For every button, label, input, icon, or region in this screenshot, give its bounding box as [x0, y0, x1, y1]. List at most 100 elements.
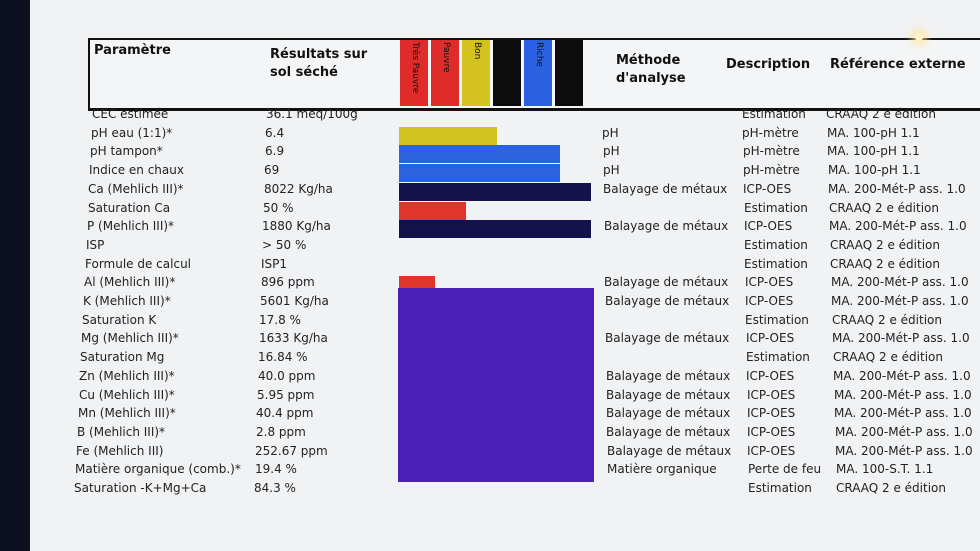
row-method: Balayage de métaux	[607, 444, 732, 458]
row-param: pH tampon*	[90, 144, 163, 158]
header-resultats-line1: Résultats sur	[270, 47, 368, 62]
row-description: ICP-OES	[747, 444, 796, 458]
scale-label: Pauvre	[441, 42, 451, 73]
row-reference: MA. 200-Mét-P ass. 1.0	[831, 275, 969, 289]
row-reference: MA. 200-Mét-P ass. 1.0	[834, 388, 972, 402]
row-param: Saturation -K+Mg+Ca	[74, 481, 207, 495]
row-result: 896 ppm	[261, 275, 315, 289]
row-result: 1880 Kg/ha	[262, 219, 331, 233]
row-reference: MA. 100-pH 1.1	[827, 126, 920, 140]
row-method: pH	[603, 144, 620, 158]
row-method: pH	[603, 163, 620, 177]
row-reference: CRAAQ 2 e édition	[829, 201, 939, 215]
scale-column-4: Riche	[524, 40, 552, 106]
row-result: 40.4 ppm	[256, 406, 314, 420]
row-param: ISP	[86, 238, 105, 252]
row-param: Fe (Mehlich III)	[76, 444, 164, 458]
row-method: Balayage de métaux	[606, 425, 731, 439]
row-result: 16.84 %	[258, 350, 308, 364]
row-param: Formule de calcul	[85, 257, 192, 271]
row-param: B (Mehlich III)*	[77, 425, 166, 439]
row-description: ICP-OES	[746, 369, 795, 383]
row-reference: MA. 200-Mét-P ass. 1.0	[835, 444, 973, 458]
row-param: Mg (Mehlich III)*	[81, 331, 179, 345]
level-bar	[399, 127, 497, 145]
row-description: Estimation	[745, 313, 809, 327]
row-method: Matière organique	[607, 462, 717, 476]
row-description: pH-mètre	[743, 144, 800, 158]
row-description: ICP-OES	[745, 294, 794, 308]
row-reference: MA. 200-Mét-P ass. 1.0	[831, 294, 969, 308]
row-description: ICP-OES	[744, 219, 793, 233]
row-result: 69	[264, 163, 280, 177]
row-description: pH-mètre	[742, 126, 799, 140]
scale-label: Bon	[472, 42, 482, 60]
row-description: ICP-OES	[747, 425, 796, 439]
row-param: Ca (Mehlich III)*	[88, 182, 184, 196]
scale-column-3	[493, 40, 521, 106]
header-parametre: Paramètre	[94, 43, 171, 58]
level-bar	[399, 202, 466, 220]
row-description: Estimation	[744, 238, 808, 252]
header-reference: Référence externe	[830, 57, 966, 72]
row-description: ICP-OES	[743, 182, 792, 196]
row-reference: MA. 100-pH 1.1	[827, 144, 920, 158]
row-param: Saturation Ca	[88, 201, 171, 215]
table-header: Paramètre Résultats sur sol séché Très P…	[88, 38, 980, 111]
row-result: 2.8 ppm	[256, 425, 306, 439]
row-method: Balayage de métaux	[606, 369, 731, 383]
row-param: Saturation Mg	[80, 350, 165, 364]
level-bar	[399, 164, 560, 182]
row-param: pH eau (1:1)*	[91, 126, 173, 140]
scale-column-1: Pauvre	[431, 40, 459, 106]
row-method: Balayage de métaux	[606, 388, 731, 402]
row-result: 5601 Kg/ha	[260, 294, 329, 308]
row-param: CEC estimée	[92, 107, 169, 121]
row-param: Matière organique (comb.)*	[75, 462, 241, 476]
row-result: 1633 Kg/ha	[259, 331, 328, 345]
row-param: Mn (Mehlich III)*	[78, 406, 176, 420]
row-param: P (Mehlich III)*	[87, 219, 175, 233]
row-reference: MA. 200-Mét-P ass. 1.0	[832, 331, 970, 345]
row-param: K (Mehlich III)*	[83, 294, 171, 308]
row-method: Balayage de métaux	[606, 406, 731, 420]
row-description: Estimation	[746, 350, 810, 364]
report-screen: Paramètre Résultats sur sol séché Très P…	[30, 0, 980, 551]
level-bar	[399, 220, 591, 238]
row-result: 6.9	[265, 144, 285, 158]
row-reference: CRAAQ 2 e édition	[830, 238, 940, 252]
row-reference: MA. 200-Mét-P ass. 1.0	[835, 425, 973, 439]
level-bar	[399, 183, 591, 201]
header-methode-line2: d'analyse	[616, 71, 686, 86]
header-description: Description	[726, 57, 811, 72]
row-param: Zn (Mehlich III)*	[79, 369, 175, 383]
row-description: Estimation	[748, 481, 812, 495]
row-description: ICP-OES	[747, 388, 796, 402]
row-result: 17.8 %	[259, 313, 301, 327]
row-description: Estimation	[742, 107, 806, 121]
scale-column-2: Bon	[462, 40, 490, 106]
row-method: Balayage de métaux	[604, 275, 729, 289]
row-reference: CRAAQ 2 e édition	[836, 481, 946, 495]
header-resultats-line2: sol séché	[270, 65, 338, 80]
row-reference: MA. 200-Mét-P ass. 1.0	[834, 406, 972, 420]
row-method: pH	[602, 126, 619, 140]
row-result: 36.1 meq/100g	[266, 107, 358, 121]
row-reference: MA. 200-Mét-P ass. 1.0	[828, 182, 966, 196]
row-param: Indice en chaux	[89, 163, 184, 177]
level-bar-block	[398, 288, 594, 482]
row-method: Balayage de métaux	[605, 331, 730, 345]
row-param: Saturation K	[82, 313, 157, 327]
row-param: Cu (Mehlich III)*	[79, 388, 175, 402]
row-reference: MA. 200-Mét-P ass. 1.0	[829, 219, 967, 233]
row-reference: CRAAQ 2 e édition	[833, 350, 943, 364]
row-reference: MA. 100-S.T. 1.1	[836, 462, 934, 476]
row-result: 8022 Kg/ha	[264, 182, 333, 196]
row-method: Balayage de métaux	[603, 182, 728, 196]
row-result: 5.95 ppm	[257, 388, 315, 402]
row-param: Al (Mehlich III)*	[84, 275, 176, 289]
row-description: Perte de feu	[748, 462, 822, 476]
row-description: ICP-OES	[747, 406, 796, 420]
row-description: pH-mètre	[743, 163, 800, 177]
row-reference: CRAAQ 2 e édition	[830, 257, 940, 271]
